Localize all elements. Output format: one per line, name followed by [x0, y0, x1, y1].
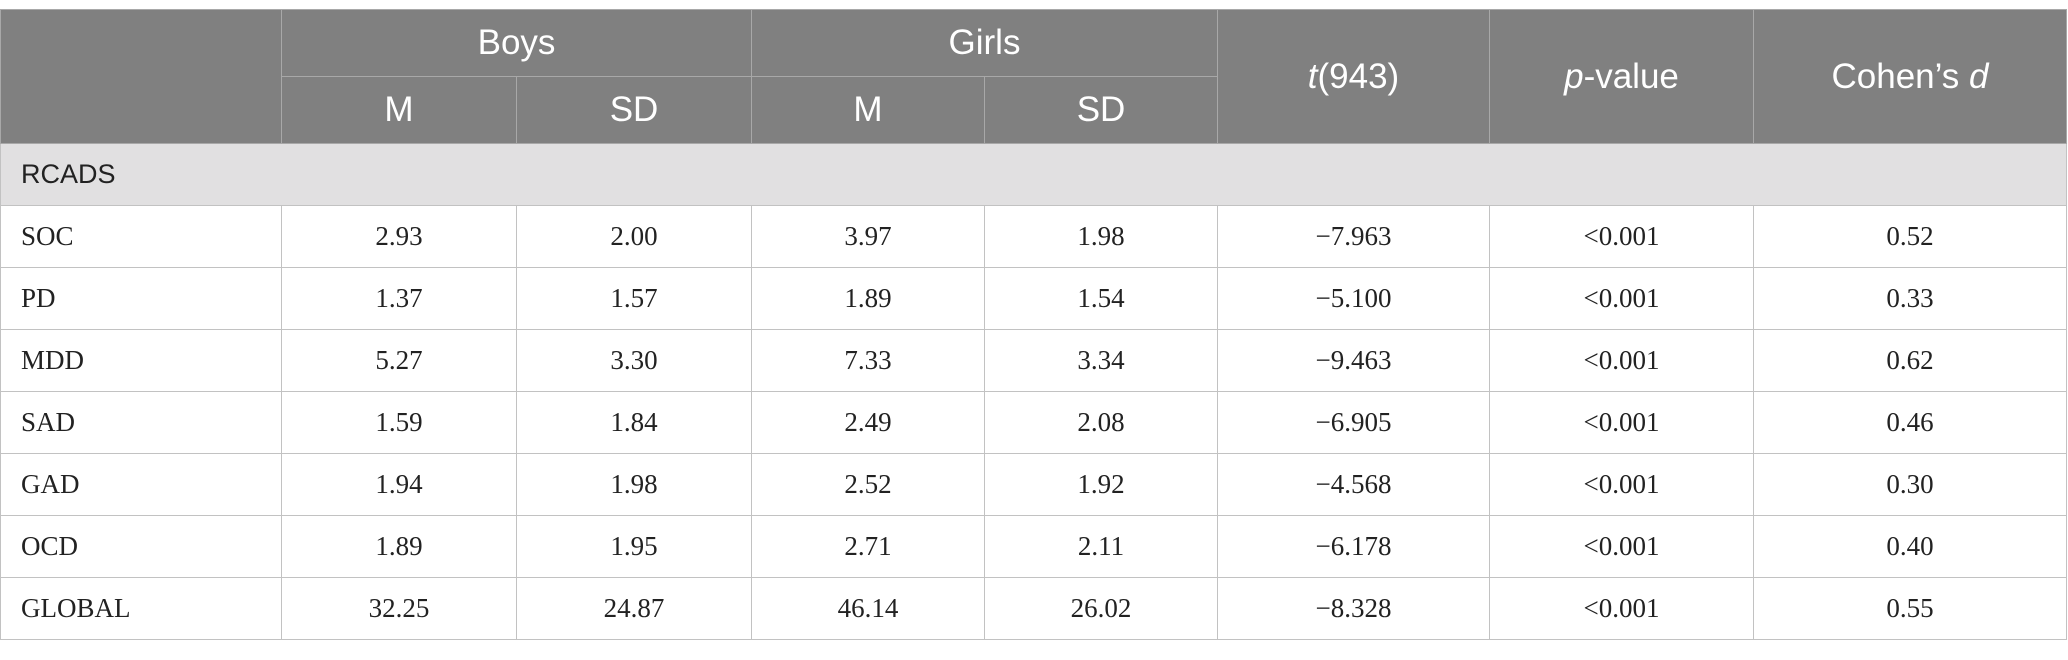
cell-p: <0.001 [1489, 453, 1754, 516]
results-table: Boys Girls t(943) p-value Cohen’s d M SD… [0, 9, 2067, 640]
cell-d: 0.30 [1753, 453, 2067, 516]
cell-t: −6.178 [1217, 515, 1490, 578]
header-boys-sd: SD [516, 76, 752, 144]
cell-d: 0.52 [1753, 205, 2067, 268]
cell-girls-m: 46.14 [751, 577, 985, 640]
cell-p: <0.001 [1489, 267, 1754, 330]
cell-p: <0.001 [1489, 577, 1754, 640]
header-empty-cell [0, 9, 282, 144]
cell-boys-sd: 1.95 [516, 515, 752, 578]
cell-girls-sd: 2.11 [984, 515, 1218, 578]
cell-t: −6.905 [1217, 391, 1490, 454]
cell-label: PD [0, 267, 282, 330]
cell-boys-m: 2.93 [281, 205, 517, 268]
header-girls: Girls [751, 9, 1218, 77]
table-row: SAD 1.59 1.84 2.49 2.08 −6.905 <0.001 0.46 [0, 391, 2067, 454]
table-row: PD 1.37 1.57 1.89 1.54 −5.100 <0.001 0.33 [0, 267, 2067, 330]
cell-label: MDD [0, 329, 282, 392]
cell-girls-sd: 3.34 [984, 329, 1218, 392]
cell-boys-m: 1.94 [281, 453, 517, 516]
cell-girls-m: 2.49 [751, 391, 985, 454]
header-p-value: p-value [1489, 9, 1754, 144]
header-girls-m: M [751, 76, 985, 144]
cell-boys-m: 1.89 [281, 515, 517, 578]
cell-girls-sd: 2.08 [984, 391, 1218, 454]
cell-boys-sd: 24.87 [516, 577, 752, 640]
cell-t: −8.328 [1217, 577, 1490, 640]
cell-boys-sd: 1.57 [516, 267, 752, 330]
cell-girls-sd: 1.92 [984, 453, 1218, 516]
cell-boys-m: 1.37 [281, 267, 517, 330]
cell-t: −9.463 [1217, 329, 1490, 392]
section-row: RCADS [0, 143, 2067, 206]
cell-girls-sd: 26.02 [984, 577, 1218, 640]
cell-d: 0.55 [1753, 577, 2067, 640]
cell-boys-sd: 1.84 [516, 391, 752, 454]
header-boys-m: M [281, 76, 517, 144]
cell-girls-sd: 1.54 [984, 267, 1218, 330]
cell-label: GLOBAL [0, 577, 282, 640]
cell-boys-m: 5.27 [281, 329, 517, 392]
cell-label: GAD [0, 453, 282, 516]
cell-d: 0.46 [1753, 391, 2067, 454]
cell-girls-m: 1.89 [751, 267, 985, 330]
cell-label: OCD [0, 515, 282, 578]
cell-boys-m: 32.25 [281, 577, 517, 640]
cell-boys-sd: 2.00 [516, 205, 752, 268]
header-t-stat: t(943) [1217, 9, 1490, 144]
header-girls-sd: SD [984, 76, 1218, 144]
table-row: SOC 2.93 2.00 3.97 1.98 −7.963 <0.001 0.52 [0, 205, 2067, 268]
cell-boys-sd: 3.30 [516, 329, 752, 392]
table-row: OCD 1.89 1.95 2.71 2.11 −6.178 <0.001 0.40 [0, 515, 2067, 578]
header-cohens-d: Cohen’s d [1753, 9, 2067, 144]
cell-girls-m: 3.97 [751, 205, 985, 268]
cell-d: 0.40 [1753, 515, 2067, 578]
cell-boys-sd: 1.98 [516, 453, 752, 516]
cell-p: <0.001 [1489, 329, 1754, 392]
cell-p: <0.001 [1489, 515, 1754, 578]
section-label: RCADS [0, 143, 2067, 206]
cell-girls-m: 7.33 [751, 329, 985, 392]
cell-girls-sd: 1.98 [984, 205, 1218, 268]
cell-label: SAD [0, 391, 282, 454]
cell-girls-m: 2.71 [751, 515, 985, 578]
cell-p: <0.001 [1489, 391, 1754, 454]
table-row: MDD 5.27 3.30 7.33 3.34 −9.463 <0.001 0.62 [0, 329, 2067, 392]
cell-t: −7.963 [1217, 205, 1490, 268]
cell-p: <0.001 [1489, 205, 1754, 268]
cell-d: 0.62 [1753, 329, 2067, 392]
cell-d: 0.33 [1753, 267, 2067, 330]
table-row: GAD 1.94 1.98 2.52 1.92 −4.568 <0.001 0.30 [0, 453, 2067, 516]
table-row: GLOBAL 32.25 24.87 46.14 26.02 −8.328 <0.001 0.… [0, 577, 2067, 640]
cell-label: SOC [0, 205, 282, 268]
header-boys: Boys [281, 9, 752, 77]
cell-t: −4.568 [1217, 453, 1490, 516]
cell-girls-m: 2.52 [751, 453, 985, 516]
cell-t: −5.100 [1217, 267, 1490, 330]
cell-boys-m: 1.59 [281, 391, 517, 454]
